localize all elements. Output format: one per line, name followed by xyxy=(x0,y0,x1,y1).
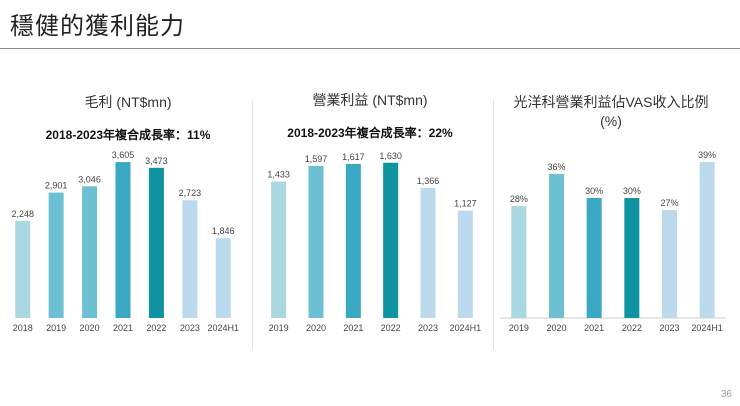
bar xyxy=(345,164,361,318)
value-label: 2,723 xyxy=(179,188,202,198)
x-tick-label: 2022 xyxy=(381,323,401,333)
value-label: 30% xyxy=(623,186,641,196)
x-tick-label: 2023 xyxy=(418,323,438,333)
x-tick-label: 2024H1 xyxy=(691,323,723,333)
page-number: 36 xyxy=(720,389,732,400)
x-tick-label: 2019 xyxy=(46,323,66,333)
bar xyxy=(383,162,399,318)
x-tick-label: 2021 xyxy=(584,323,604,333)
bar xyxy=(15,220,31,318)
bar xyxy=(48,192,64,318)
title-divider xyxy=(0,48,740,49)
value-label: 1,366 xyxy=(417,176,440,186)
bar xyxy=(182,200,198,318)
x-tick-label: 2020 xyxy=(306,323,326,333)
x-tick-label: 2021 xyxy=(113,323,133,333)
value-label: 1,597 xyxy=(305,154,328,164)
panel-divider xyxy=(493,100,494,350)
x-tick-label: 2024H1 xyxy=(208,323,240,333)
x-tick-label: 2023 xyxy=(659,323,679,333)
x-tick-label: 2022 xyxy=(146,323,166,333)
vas-ratio-title: 光洋科營業利益佔VAS收入比例 xyxy=(513,94,709,110)
x-tick-label: 2021 xyxy=(343,323,363,333)
x-tick-label: 2020 xyxy=(80,323,100,333)
value-label: 1,617 xyxy=(342,152,365,162)
value-label: 27% xyxy=(660,198,678,208)
x-tick-label: 2020 xyxy=(546,323,566,333)
x-tick-label: 2023 xyxy=(180,323,200,333)
bar xyxy=(82,186,98,318)
value-label: 36% xyxy=(547,162,565,172)
operating-profit-title: 營業利益 (NT$mn) xyxy=(312,92,428,108)
panel-divider xyxy=(252,100,253,350)
value-label: 1,630 xyxy=(379,151,402,161)
value-label: 3,473 xyxy=(145,156,168,166)
x-tick-label: 2024H1 xyxy=(450,323,482,333)
value-label: 2,248 xyxy=(11,209,34,219)
value-label: 1,846 xyxy=(212,226,235,236)
x-tick-label: 2019 xyxy=(269,323,289,333)
bar xyxy=(308,165,324,318)
gross-profit-title: 毛利 (NT$mn) xyxy=(84,94,172,110)
bar xyxy=(699,162,715,318)
value-label: 28% xyxy=(510,194,528,204)
value-label: 1,127 xyxy=(454,199,477,209)
bar xyxy=(662,210,677,318)
bar xyxy=(115,162,131,318)
page-title: 穩健的獲利能力 xyxy=(10,13,185,40)
value-label: 30% xyxy=(585,186,603,196)
bar xyxy=(549,174,564,318)
bar xyxy=(457,210,473,318)
value-label: 1,433 xyxy=(267,170,290,180)
bar xyxy=(215,238,231,318)
bar xyxy=(586,198,602,318)
bar xyxy=(271,181,287,318)
operating-profit-cagr: 2018-2023年複合成長率：22% xyxy=(287,126,453,140)
bar xyxy=(420,187,436,318)
bar xyxy=(511,206,527,318)
x-tick-label: 2022 xyxy=(622,323,642,333)
gross-profit-cagr: 2018-2023年複合成長率：11% xyxy=(45,128,211,142)
x-tick-label: 2018 xyxy=(13,323,33,333)
bar xyxy=(148,167,164,318)
value-label: 2,901 xyxy=(45,181,68,191)
vas-ratio-unit: (%) xyxy=(600,113,622,129)
bar xyxy=(624,198,640,318)
value-label: 39% xyxy=(698,150,716,160)
value-label: 3,046 xyxy=(78,174,101,184)
value-label: 3,605 xyxy=(112,150,135,160)
x-tick-label: 2019 xyxy=(509,323,529,333)
